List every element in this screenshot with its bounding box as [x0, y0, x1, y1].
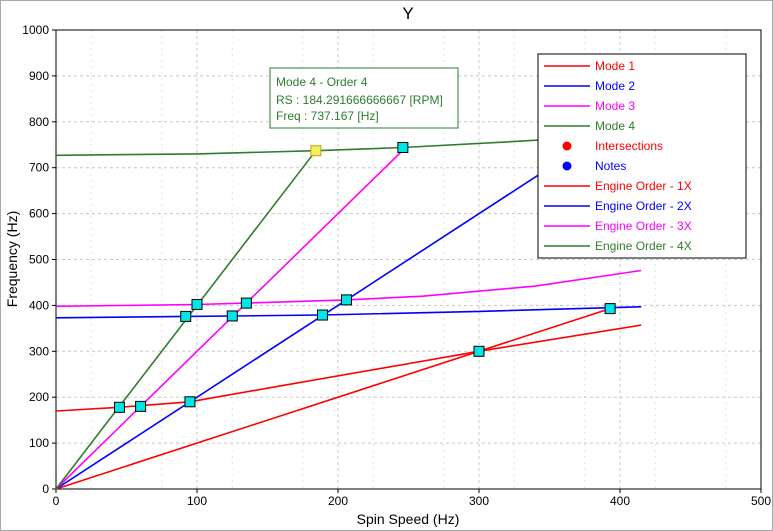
highlighted-intersection-marker[interactable]	[310, 145, 322, 157]
y-tick-label: 700	[29, 161, 49, 175]
series-line-mode-2	[55, 306, 642, 319]
intersection-marker[interactable]	[113, 401, 125, 413]
intersection-marker[interactable]	[180, 310, 192, 322]
intersection-marker[interactable]	[226, 310, 238, 322]
legend-swatch-notes	[562, 161, 572, 171]
x-tick-label: 200	[328, 494, 348, 508]
intersection-marker[interactable]	[184, 396, 196, 408]
y-tick-label: 800	[29, 115, 49, 129]
x-tick-label: 500	[751, 494, 771, 508]
intersection-markers	[113, 130, 616, 413]
y-axis-label: Frequency (Hz)	[4, 211, 20, 307]
intersection-marker[interactable]	[473, 345, 485, 357]
legend-box	[537, 53, 747, 259]
chart-title: Y	[402, 4, 413, 23]
tooltip-box	[269, 67, 459, 129]
y-tick-label: 600	[29, 207, 49, 221]
y-tick-label: 200	[29, 390, 49, 404]
series-line-mode-1	[55, 324, 642, 412]
legend-label-engine-order-2x[interactable]: Engine Order - 2X	[595, 199, 692, 213]
series-line-mode-4	[55, 135, 599, 157]
legend-label-mode-2[interactable]: Mode 2	[595, 79, 635, 93]
x-tick-label: 400	[610, 494, 630, 508]
intersection-marker[interactable]	[604, 303, 616, 315]
tooltip-title: Mode 4 - Order 4	[276, 75, 368, 89]
series-line-engine-order-1x	[55, 307, 611, 490]
x-axis-label: Spin Speed (Hz)	[357, 511, 460, 527]
legend-swatch-intersections	[562, 141, 572, 151]
intersection-marker[interactable]	[240, 297, 252, 309]
intersection-marker[interactable]	[316, 309, 328, 321]
intersection-marker[interactable]	[397, 142, 409, 154]
x-tick-label: 100	[187, 494, 207, 508]
legend-label-engine-order-4x[interactable]: Engine Order - 4X	[595, 239, 692, 253]
legend-label-notes[interactable]: Notes	[595, 159, 626, 173]
y-tick-label: 500	[29, 253, 49, 267]
y-tick-label: 0	[42, 482, 49, 496]
tooltip-freq: Freq : 737.167 [Hz]	[276, 109, 379, 123]
legend-label-mode-4[interactable]: Mode 4	[595, 119, 635, 133]
y-tick-label: 300	[29, 344, 49, 358]
legend-label-mode-1[interactable]: Mode 1	[595, 59, 635, 73]
tick-labels: 0 100 200 300 400 500 0 100 200 300 400 500 600 700 80…	[22, 23, 771, 508]
data-tooltip: Mode 4 - Order 4 RS : 184.291666666667 […	[269, 67, 459, 129]
y-tick-label: 100	[29, 436, 49, 450]
y-tick-label: 1000	[22, 23, 49, 37]
x-tick-label: 300	[469, 494, 489, 508]
y-tick-label: 900	[29, 69, 49, 83]
legend-label-mode-3[interactable]: Mode 3	[595, 99, 635, 113]
y-tick-label: 400	[29, 298, 49, 312]
intersection-marker[interactable]	[340, 294, 352, 306]
intersection-marker[interactable]	[191, 298, 203, 310]
legend-label-engine-order-3x[interactable]: Engine Order - 3X	[595, 219, 692, 233]
intersection-marker[interactable]	[135, 400, 147, 412]
legend-label-intersections[interactable]: Intersections	[595, 139, 663, 153]
legend-label-engine-order-1x[interactable]: Engine Order - 1X	[595, 179, 692, 193]
legend: Mode 1 Mode 2 Mode 3 Mode 4 Intersections Not…	[537, 53, 747, 259]
tooltip-rs: RS : 184.291666666667 [RPM]	[276, 93, 443, 107]
x-tick-label: 0	[53, 494, 60, 508]
